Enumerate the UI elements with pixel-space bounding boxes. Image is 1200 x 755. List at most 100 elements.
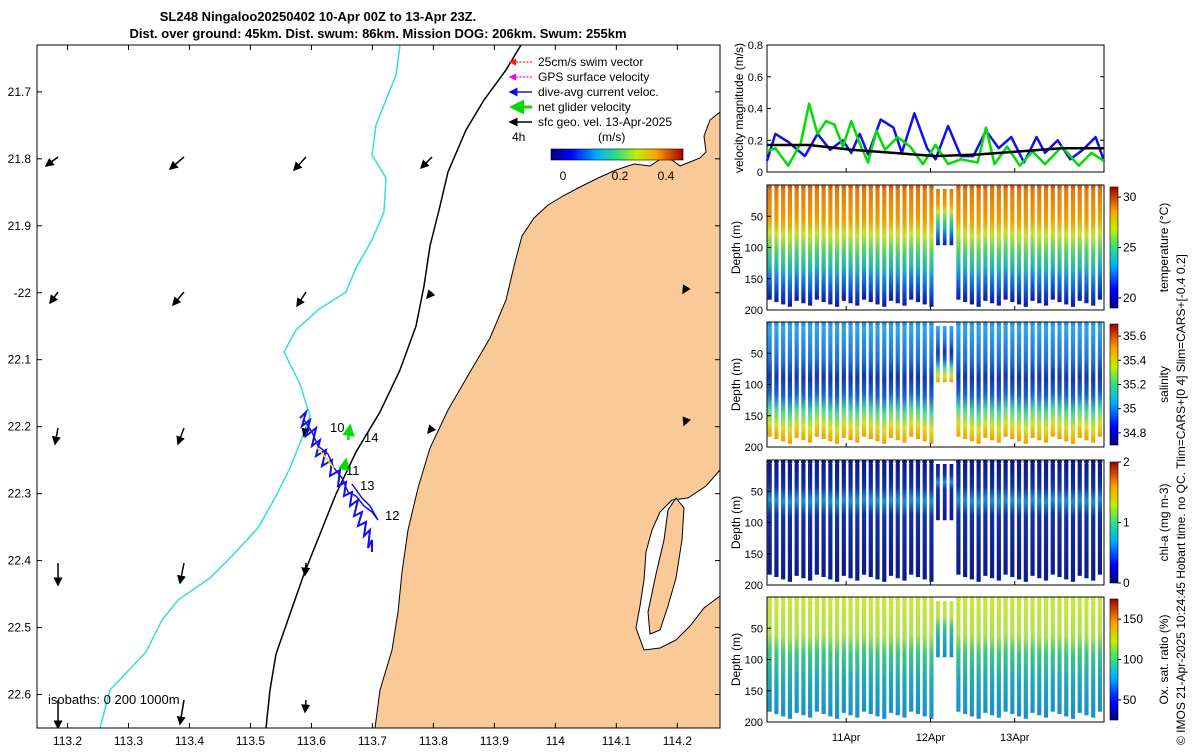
profile-cast-shallow [949, 601, 954, 658]
profile-surface-point [794, 321, 800, 327]
profile-surface-point [888, 184, 894, 190]
profile-surface-point [996, 459, 1002, 465]
map-ytick-label: -22 [14, 286, 32, 300]
profile-ytick-label: 200 [745, 442, 763, 454]
day-label: 12 [385, 508, 399, 523]
colorbar-tick-label: 35 [1123, 402, 1137, 416]
profile-surface-point [821, 459, 827, 465]
profile-surface-point [854, 184, 860, 190]
profile-surface-point [1036, 596, 1042, 602]
profile-cast [1064, 326, 1069, 442]
colorbar-tick-label: 50 [1123, 693, 1137, 707]
profile-surface-point [787, 184, 793, 190]
profile-cast [996, 189, 1001, 306]
profile-cast [1077, 189, 1082, 301]
profile-surface-point [814, 459, 820, 465]
profile-cast [1003, 326, 1008, 437]
profile-ytick-label: 150 [745, 274, 763, 286]
profile-surface-point [1036, 459, 1042, 465]
profile-surface-point [1030, 596, 1035, 602]
profile-surface-point [841, 184, 847, 190]
profile-cast [868, 189, 873, 303]
profile-cast [841, 601, 846, 713]
profile-cast [1097, 601, 1103, 712]
profile-cast-shallow [942, 326, 947, 383]
profile-cast [794, 464, 799, 576]
profile-cast [1016, 326, 1022, 442]
profile-surface-point [1023, 596, 1029, 602]
profile-cast [983, 464, 988, 576]
geo-arrow [426, 289, 436, 300]
profile-surface-point [854, 459, 860, 465]
map-ytick-label: 22.4 [8, 554, 32, 568]
profile-cast [848, 189, 853, 304]
profile-cast [1030, 601, 1035, 713]
profile-surface-point [875, 184, 880, 190]
profile-surface-point [1016, 184, 1022, 190]
profile-cast [828, 326, 833, 442]
profile-cast [774, 326, 779, 440]
profile-surface-point [1003, 459, 1008, 465]
profile-cast [1037, 326, 1042, 441]
colorbar-label: salinity [1157, 366, 1171, 403]
profile-surface-point [807, 321, 813, 327]
map-ytick-label: 21.7 [8, 85, 32, 99]
profile-cast [976, 601, 981, 719]
profile-cast-shallow [949, 464, 954, 521]
profile-cast [855, 601, 860, 718]
profile-surface-point [1097, 459, 1103, 465]
profile-surface-point [800, 321, 806, 327]
velocity-ytick-label: 0.4 [748, 104, 763, 116]
profile-surface-point [1003, 596, 1008, 602]
geo-arrow [176, 427, 185, 446]
map-xtick-label: 113.8 [419, 734, 448, 748]
profile-surface-point [989, 184, 995, 190]
profile-surface-point [800, 184, 806, 190]
profile-surface-point [1050, 184, 1056, 190]
legend-label-geo: sfc geo. vel. 13-Apr-2025 [538, 115, 672, 129]
profile-cast [882, 189, 887, 307]
profile-cast [902, 464, 907, 581]
profile-surface-point [929, 459, 934, 465]
profile-cast-shallow [936, 464, 940, 521]
profile-cast [1084, 464, 1089, 579]
profile-cast [909, 189, 914, 300]
profile-cast [767, 189, 772, 300]
profile-surface-point [969, 184, 975, 190]
profile-cast [895, 464, 900, 579]
profile-cast [1037, 189, 1042, 304]
profile-surface-point [868, 459, 874, 465]
profile-cast [794, 189, 799, 301]
profile-cast [888, 601, 894, 713]
profile-cast [902, 189, 907, 306]
geo-arrow [301, 562, 311, 577]
profile-surface-point [1057, 459, 1062, 465]
legend-label-gps: GPS surface velocity [538, 70, 649, 84]
profile-cast [996, 464, 1001, 581]
profile-surface-point [976, 459, 982, 465]
profile-surface-point [976, 596, 982, 602]
legend-colorbar-unit: (m/s) [598, 130, 625, 144]
profile-surface-point [962, 596, 968, 602]
profile-cast [821, 464, 826, 578]
profile-surface-point [1084, 596, 1089, 602]
profile-surface-point [774, 184, 779, 190]
time-xtick-label: 11Apr [832, 732, 861, 744]
profile-cast [882, 601, 887, 719]
profile-surface-point [902, 321, 907, 327]
profile-surface-point [888, 459, 894, 465]
profile-cast [821, 326, 826, 440]
profile-cast [868, 326, 873, 440]
profile-ytick-label: 150 [745, 549, 763, 561]
profile-cast [861, 601, 867, 712]
profile-ytick-label: 200 [745, 305, 763, 317]
profile-cast [1050, 326, 1055, 437]
profile-cast [1070, 601, 1076, 719]
profile-cast [915, 601, 921, 715]
profile-cast [922, 464, 927, 580]
profile-cast-shallow [936, 601, 940, 658]
profile-cast [963, 326, 968, 440]
profile-cast-shallow [936, 326, 940, 383]
profile-cast [875, 601, 880, 717]
